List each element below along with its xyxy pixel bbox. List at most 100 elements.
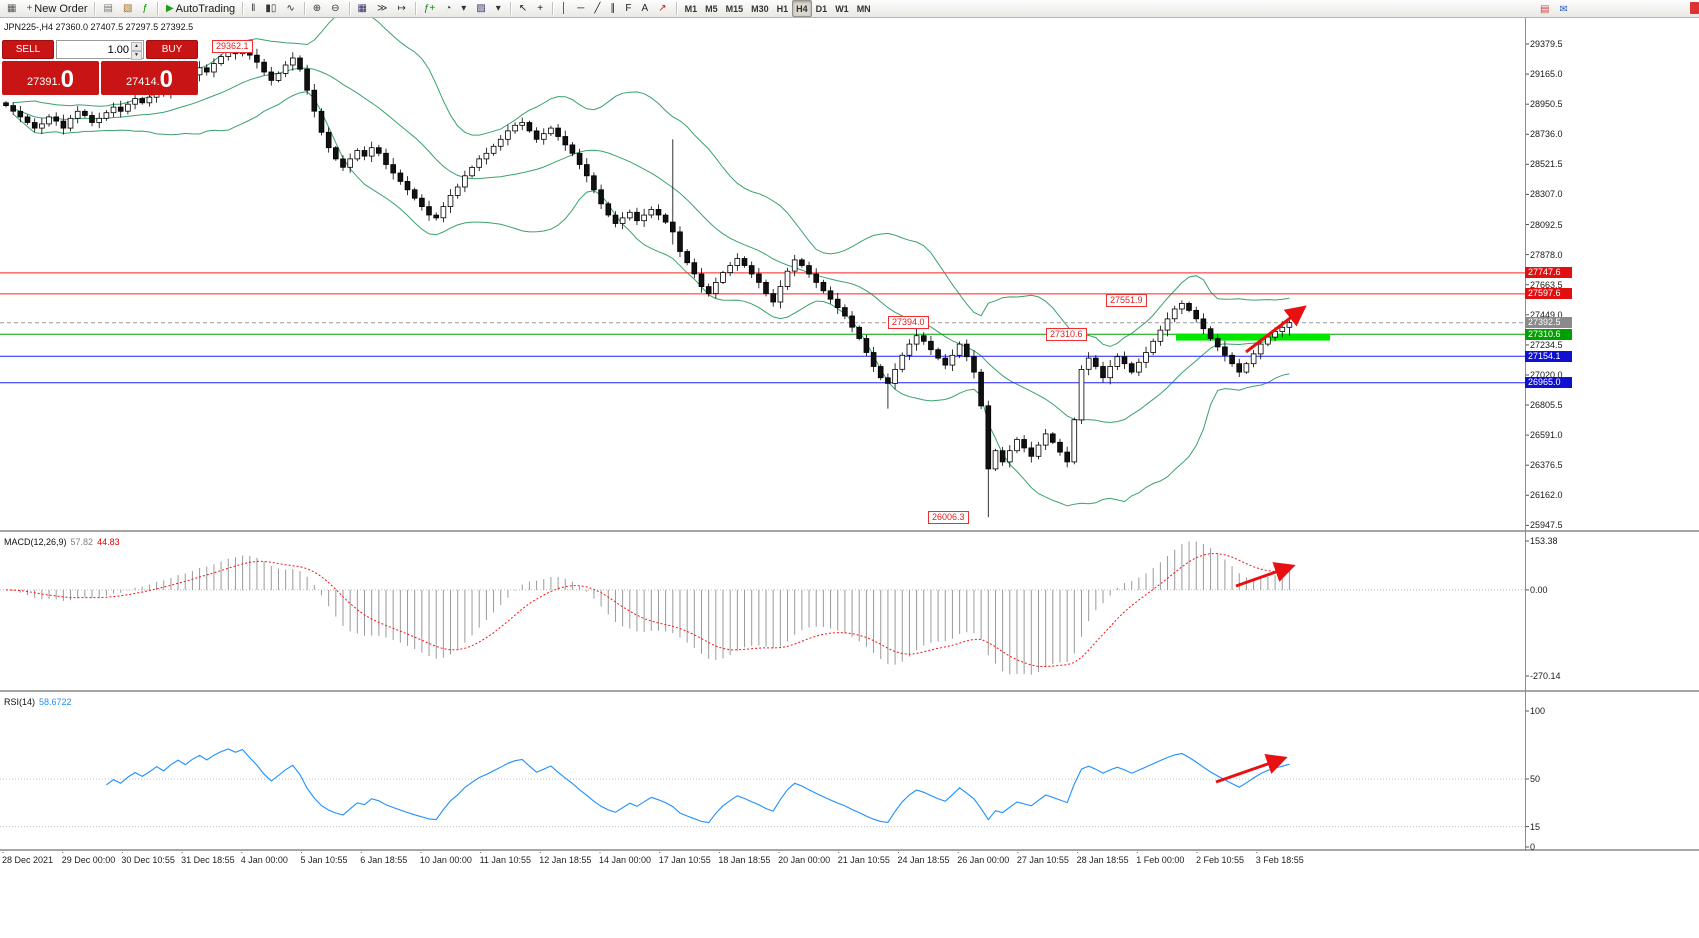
volume-increase-icon[interactable]: ▲	[131, 42, 142, 51]
templates-dropdown-arrow-icon[interactable]: ▾	[492, 0, 507, 17]
templates-dropdown-arrow-icon-icon: ▾	[495, 3, 501, 14]
crosshair-tool-icon: +	[537, 3, 544, 14]
volume-spinner: ▲ ▼	[131, 42, 142, 60]
rsi-axis-tick: 15	[1530, 821, 1541, 832]
timeframe-m30[interactable]: M30	[747, 0, 773, 17]
price-axis-tick: 26162.0	[1530, 490, 1563, 501]
time-axis-label: 28 Dec 2021	[2, 855, 54, 865]
chart-windows-icon-icon: ▤	[103, 3, 113, 14]
profiles-icon-icon: ▧	[122, 3, 133, 14]
text-tool[interactable]: A	[638, 0, 655, 17]
timeframe-mn[interactable]: MN	[853, 0, 875, 17]
axis-price-flag: 27310.6	[1525, 328, 1572, 340]
trend-arrows[interactable]	[1215, 305, 1307, 784]
mail-icon-icon: ✉	[1559, 4, 1568, 15]
zoom-in-button[interactable]: ⊕	[309, 0, 327, 17]
timeframe-m15[interactable]: M15	[722, 0, 748, 17]
timeframe-h4-label: H4	[796, 3, 808, 14]
candlestick-chart-button-icon: ▮▯	[265, 3, 277, 14]
periods-dropdown-arrow-icon[interactable]: ▾	[457, 0, 472, 17]
mail-icon[interactable]: ✉	[1555, 1, 1573, 18]
price-callout-label[interactable]: 29362.1	[212, 39, 253, 53]
support-zone-band[interactable]	[1176, 333, 1330, 341]
time-axis-label: 5 Jan 10:55	[300, 855, 348, 865]
rsi-name: RSI(14)	[4, 697, 36, 707]
indicators-list-icon[interactable]: ƒ	[138, 0, 154, 17]
horizontal-level-lines[interactable]	[0, 272, 1525, 384]
bar-chart-button[interactable]: ‖	[247, 0, 261, 17]
trend-arrow-1[interactable]	[1245, 305, 1307, 354]
price-axis-tick: 27878.0	[1530, 249, 1563, 260]
auto-scroll-icon[interactable]: ≫	[373, 0, 393, 17]
price-axis-tick: 28950.5	[1530, 99, 1563, 110]
timeframe-d1[interactable]: D1	[812, 0, 832, 17]
timeframe-h1[interactable]: H1	[773, 0, 793, 17]
timeframe-m5[interactable]: M5	[701, 0, 722, 17]
line-chart-button[interactable]: ∿	[282, 0, 300, 17]
panel-resize-divider[interactable]	[0, 690, 1699, 692]
price-callout-label[interactable]: 26006.3	[928, 510, 969, 524]
trend-arrow-3[interactable]	[1215, 754, 1288, 784]
time-axis-label: 29 Dec 00:00	[61, 855, 116, 865]
sell-price-display[interactable]: 27391. 0	[2, 61, 99, 95]
timeframe-m1[interactable]: M1	[681, 0, 702, 17]
price-axis-tick: 28092.5	[1530, 219, 1563, 230]
volume-decrease-icon[interactable]: ▼	[131, 51, 142, 60]
cursor-tool-icon: ↖	[518, 3, 528, 14]
templates-icon[interactable]: ▨	[472, 0, 491, 17]
notification-badge[interactable]	[1690, 2, 1699, 14]
macd-main-value: 57.82	[70, 537, 94, 547]
toolbar-separator	[242, 2, 245, 15]
cursor-tool[interactable]: ↖	[515, 0, 533, 17]
indicators-button[interactable]: ƒ+	[420, 0, 441, 17]
profiles-icon[interactable]: ▧	[119, 0, 138, 17]
panel-resize-divider[interactable]	[0, 530, 1699, 532]
price-callout-label[interactable]: 27551.9	[1106, 293, 1147, 307]
timeframe-h4[interactable]: H4	[792, 0, 812, 17]
buy-button[interactable]: BUY	[146, 40, 198, 59]
price-axis-tick: 26591.0	[1530, 430, 1563, 441]
horizontal-line-tool[interactable]: ─	[573, 0, 590, 17]
trade-prices-row: 27391. 0 27414. 0	[2, 61, 198, 95]
price-callout-label[interactable]: 27310.6	[1046, 327, 1087, 341]
periods-dropdown[interactable]: ◔	[441, 0, 457, 17]
tile-windows-icon[interactable]: ▦	[354, 0, 373, 17]
volume-input[interactable]: 1.00 ▲ ▼	[56, 40, 144, 60]
chart-shift-icon-icon: ↦	[397, 3, 406, 14]
time-axis-label: 11 Jan 10:55	[479, 855, 531, 865]
trend-arrow-2[interactable]	[1235, 562, 1296, 588]
new-order-button[interactable]: + New Order	[22, 0, 91, 17]
candlestick-chart-button[interactable]: ▮▯	[261, 0, 282, 17]
line-chart-button-icon: ∿	[286, 3, 295, 14]
fibonacci-tool[interactable]: F	[621, 0, 637, 17]
autotrading-button[interactable]: ▶ AutoTrading	[162, 0, 239, 17]
time-axis-label: 31 Dec 18:55	[181, 855, 235, 865]
macd-axis-tick: 153.38	[1530, 536, 1558, 546]
crosshair-tool[interactable]: +	[533, 0, 549, 17]
time-axis-label: 12 Jan 18:55	[539, 855, 592, 865]
channel-tool[interactable]: ∥	[606, 0, 621, 17]
sell-button[interactable]: SELL	[2, 40, 54, 59]
channel-tool-icon: ∥	[610, 3, 616, 14]
timeframe-m1-label: M1	[684, 3, 698, 14]
buy-price-display[interactable]: 27414. 0	[101, 61, 198, 95]
news-icon[interactable]: ▤	[1536, 1, 1555, 18]
chart-windows-icon[interactable]: ▤	[99, 0, 118, 17]
new-chart-icon[interactable]: ▦	[3, 0, 22, 17]
timeframe-h1-label: H1	[776, 3, 789, 14]
zoom-out-button-icon: ⊖	[331, 3, 340, 14]
timeframe-m5-label: M5	[705, 3, 718, 14]
zoom-out-button[interactable]: ⊖	[327, 0, 345, 17]
chart-shift-icon[interactable]: ↦	[393, 0, 411, 17]
toolbar-separator	[552, 2, 555, 15]
trendline-tool[interactable]: ╱	[590, 0, 606, 17]
toolbar-separator	[94, 2, 97, 15]
macd-histogram	[12, 541, 1290, 675]
vertical-line-tool-icon: │	[561, 3, 568, 14]
arrows-tool[interactable]: ↗	[654, 0, 672, 17]
macd-indicator-label: MACD(12,26,9) 57.82 44.83	[4, 537, 120, 547]
timeframe-w1[interactable]: W1	[831, 0, 853, 17]
vertical-line-tool[interactable]: │	[557, 0, 573, 17]
price-callout-label[interactable]: 27394.0	[888, 316, 929, 329]
